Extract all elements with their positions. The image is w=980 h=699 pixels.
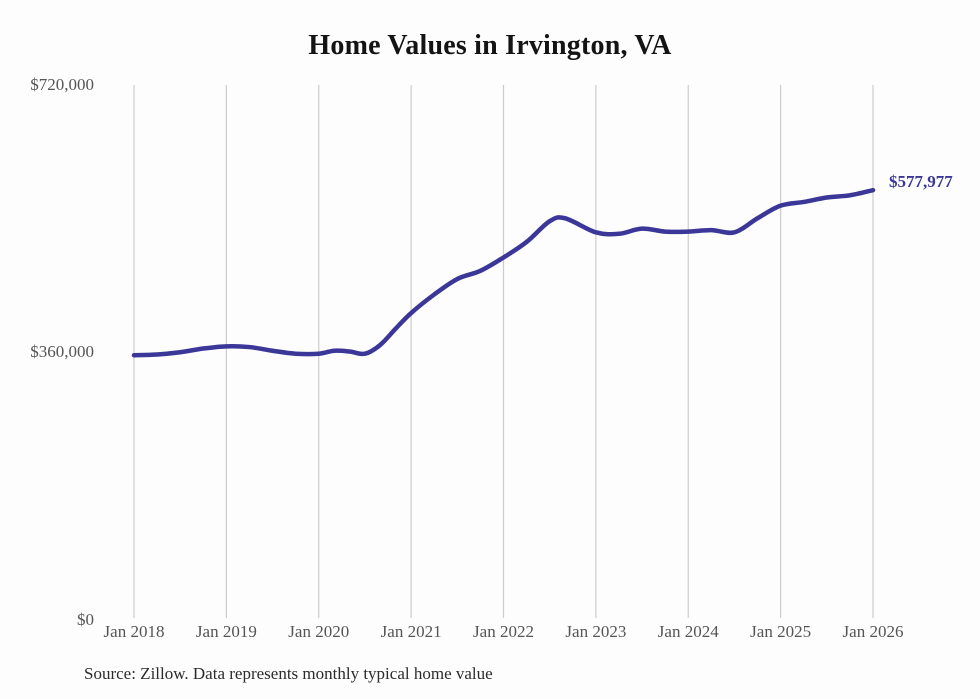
x-axis-tick-jan-2018: Jan 2018 <box>103 622 165 641</box>
page-title: Home Values in Irvington, VA <box>308 30 672 61</box>
series-line-typical-home-value <box>131 187 876 358</box>
x-axis-tick-jan-2022: Jan 2022 <box>473 622 534 641</box>
source-note: Source: Zillow. Data represents monthly … <box>84 664 493 683</box>
x-axis-tick-jan-2020: Jan 2020 <box>288 622 350 641</box>
x-axis-tick-jan-2025: Jan 2025 <box>750 622 812 641</box>
y-axis-tick-720000: $720,000 <box>30 75 94 94</box>
end-value-annotation: $577,977 <box>889 172 953 192</box>
y-axis-tick-0: $0 <box>77 610 94 629</box>
x-axis-tick-jan-2024: Jan 2024 <box>657 622 719 641</box>
x-axis-tick-jan-2023: Jan 2023 <box>565 622 627 641</box>
gridlines-group <box>133 85 874 618</box>
x-axis-tick-jan-2019: Jan 2019 <box>195 622 257 641</box>
x-axis-tick-jan-2026: Jan 2026 <box>842 622 904 641</box>
x-axis-tick-jan-2021: Jan 2021 <box>380 622 442 641</box>
y-axis-tick-360000: $360,000 <box>30 342 94 361</box>
